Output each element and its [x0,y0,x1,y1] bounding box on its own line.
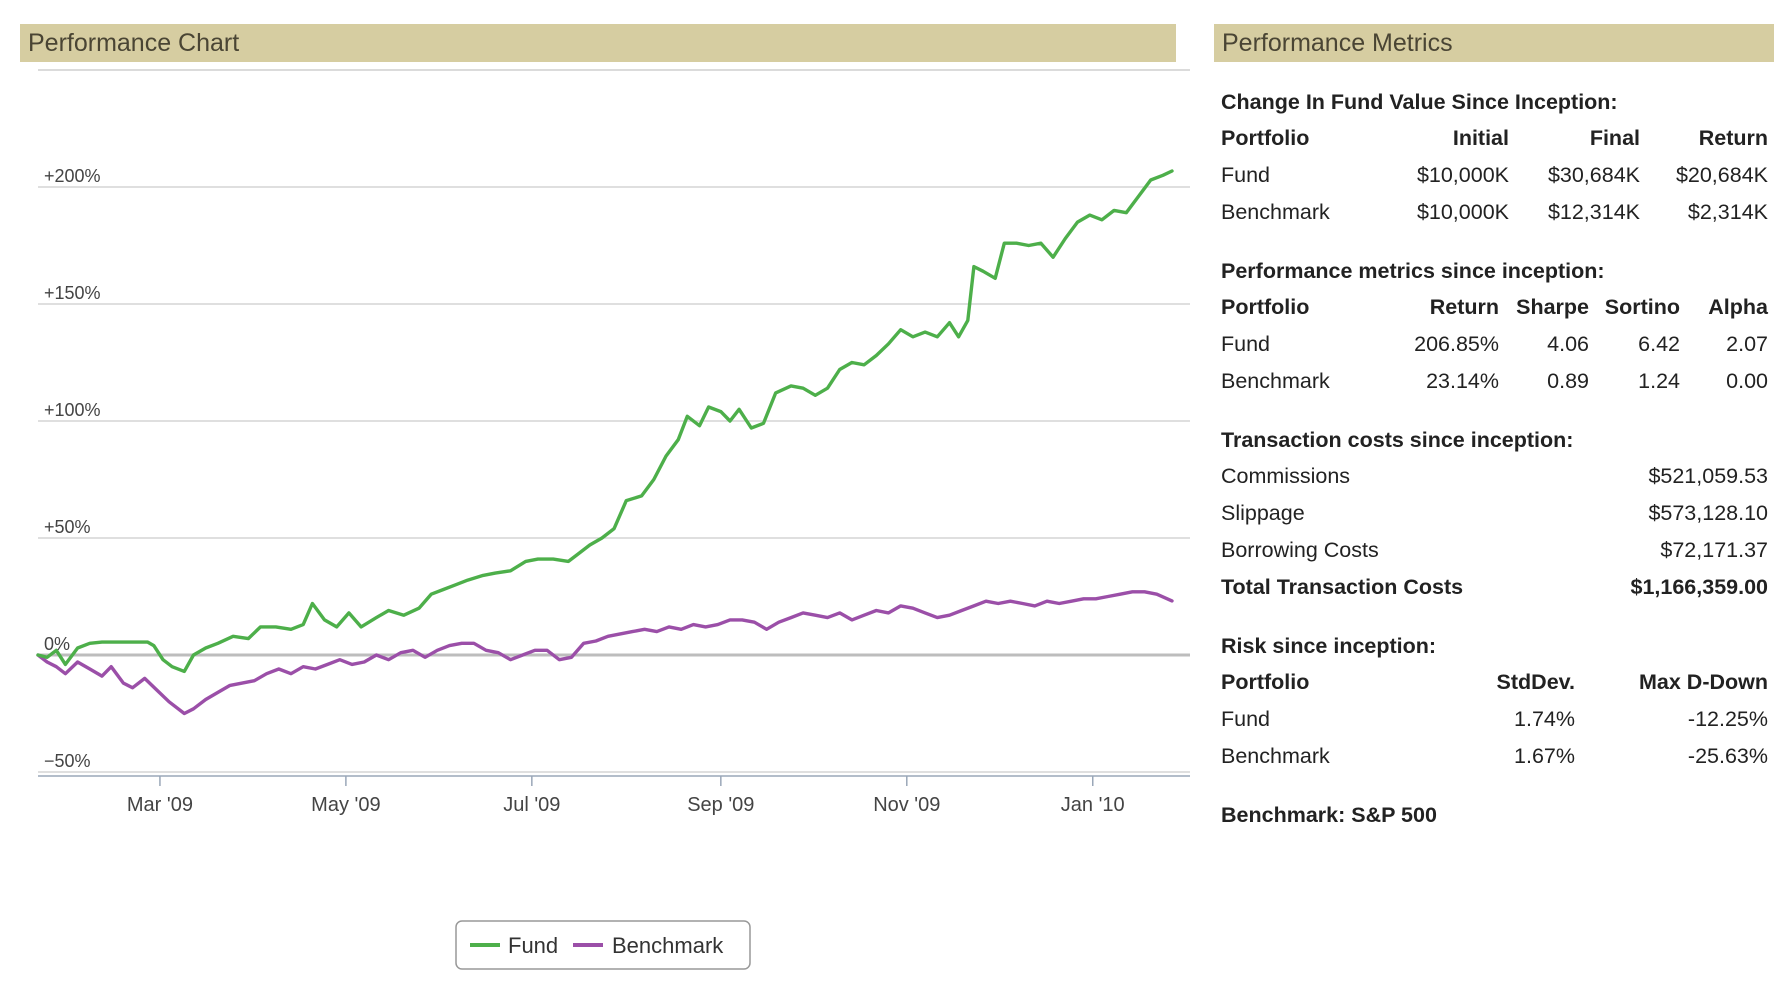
table-row: Slippage $573,128.10 [1221,495,1768,532]
y-tick-label: +100% [44,400,101,420]
cell-initial: $10,000K [1416,163,1509,187]
cell-portfolio: Benchmark [1221,200,1330,224]
cell-cost-value: $573,128.10 [1648,501,1768,525]
cell-alpha: 0.00 [1726,369,1768,393]
cell-stddev: 1.67% [1514,744,1575,768]
cell-portfolio: Fund [1221,163,1271,187]
y-tick-label: −50% [44,751,91,771]
table-row: Benchmark 1.67% -25.63% [1221,738,1768,775]
tx-section: Transaction costs since inception: Commi… [1221,422,1768,606]
legend-label-fund[interactable]: Fund [508,933,558,958]
header-alpha: Alpha [1708,295,1768,319]
cell-return: $2,314K [1687,200,1768,224]
cell-cost-label: Slippage [1221,501,1305,525]
tx-section-title: Transaction costs since inception: [1221,428,1574,452]
header-final: Final [1589,126,1640,150]
x-tick-label: Jan '10 [1061,794,1125,816]
cell-cost-value: $521,059.53 [1648,464,1768,488]
y-tick-label: +200% [44,166,101,186]
cell-portfolio: Fund [1221,332,1271,356]
x-tick-label: Nov '09 [873,794,940,816]
header-sortino: Sortino [1604,295,1680,319]
cell-alpha: 2.07 [1726,332,1768,356]
risk-section-title: Risk since inception: [1221,634,1437,658]
chart-grid [38,69,1190,773]
header-initial: Initial [1452,126,1509,150]
chart-legend[interactable]: Fund Benchmark [455,920,751,970]
cell-max-drawdown: -12.25% [1687,707,1768,731]
total-row: Total Transaction Costs $1,166,359.00 [1221,569,1768,606]
cell-initial: $10,000K [1416,200,1509,224]
table-row: Fund $10,000K $30,684K $20,684K [1221,157,1768,194]
x-tick-label: Jul '09 [503,794,560,816]
cell-cost-label: Borrowing Costs [1221,538,1379,562]
series-line-fund [36,169,1174,674]
table-row: Benchmark 23.14% 0.89 1.24 0.00 [1221,363,1768,400]
y-tick-label: +150% [44,283,101,303]
change-section-title: Change In Fund Value Since Inception: [1221,90,1618,114]
perf-section-title: Performance metrics since inception: [1221,259,1605,283]
risk-section: Risk since inception: Portfolio StdDev. … [1221,628,1768,775]
cell-total-value: $1,166,359.00 [1630,575,1769,599]
cell-stddev: 1.74% [1514,707,1575,731]
cell-total-label: Total Transaction Costs [1221,575,1464,599]
header-return: Return [1698,126,1768,150]
perf-header-row: Portfolio Return Sharpe Sortino Alpha [1221,289,1768,326]
cell-portfolio: Benchmark [1221,744,1330,768]
cell-cost-value: $72,171.37 [1660,538,1768,562]
cell-sharpe: 4.06 [1547,332,1589,356]
header-max-drawdown: Max D-Down [1639,670,1768,694]
series-line-benchmark [36,590,1174,716]
benchmark-note: Benchmark: S&P 500 [1221,803,1437,827]
table-row: Borrowing Costs $72,171.37 [1221,532,1768,569]
metrics-panel: Change In Fund Value Since Inception: Po… [1221,84,1768,833]
cell-portfolio: Fund [1221,707,1271,731]
header-return: Return [1429,295,1499,319]
x-tick-label: Mar '09 [127,794,193,816]
table-row: Commissions $521,059.53 [1221,458,1768,495]
cell-portfolio: Benchmark [1221,369,1330,393]
cell-cost-label: Commissions [1221,464,1351,488]
change-header-row: Portfolio Initial Final Return [1221,120,1768,157]
performance-chart: +200% +150% +100% +50% 0% −50% Mar '09 May '09 J… [36,69,1190,970]
chart-axes: +200% +150% +100% +50% 0% −50% Mar '09 May '09 J… [38,166,1190,816]
perf-section: Performance metrics since inception: Por… [1221,253,1768,400]
cell-sortino: 1.24 [1638,369,1680,393]
x-tick-label: May '09 [311,794,380,816]
header-portfolio: Portfolio [1221,670,1310,694]
risk-header-row: Portfolio StdDev. Max D-Down [1221,664,1768,701]
cell-max-drawdown: -25.63% [1687,744,1768,768]
header-portfolio: Portfolio [1221,126,1310,150]
cell-final: $12,314K [1547,200,1640,224]
cell-sortino: 6.42 [1638,332,1680,356]
table-row: Fund 206.85% 4.06 6.42 2.07 [1221,326,1768,363]
x-tick-label: Sep '09 [687,794,754,816]
metrics-panel-title: Performance Metrics [1214,24,1774,62]
legend-label-benchmark[interactable]: Benchmark [612,933,724,958]
header-portfolio: Portfolio [1221,295,1310,319]
change-section: Change In Fund Value Since Inception: Po… [1221,84,1768,231]
header-sharpe: Sharpe [1516,295,1589,319]
cell-sharpe: 0.89 [1547,369,1589,393]
table-row: Fund 1.74% -12.25% [1221,701,1768,738]
y-tick-label: +50% [44,517,91,537]
cell-return: 23.14% [1426,369,1499,393]
chart-panel-title: Performance Chart [20,24,1176,62]
y-tick-label: 0% [44,634,70,654]
table-row: Benchmark $10,000K $12,314K $2,314K [1221,194,1768,231]
cell-return: 206.85% [1414,332,1499,356]
header-stddev: StdDev. [1496,670,1575,694]
cell-return: $20,684K [1675,163,1768,187]
cell-final: $30,684K [1547,163,1640,187]
chart-series [36,169,1174,716]
